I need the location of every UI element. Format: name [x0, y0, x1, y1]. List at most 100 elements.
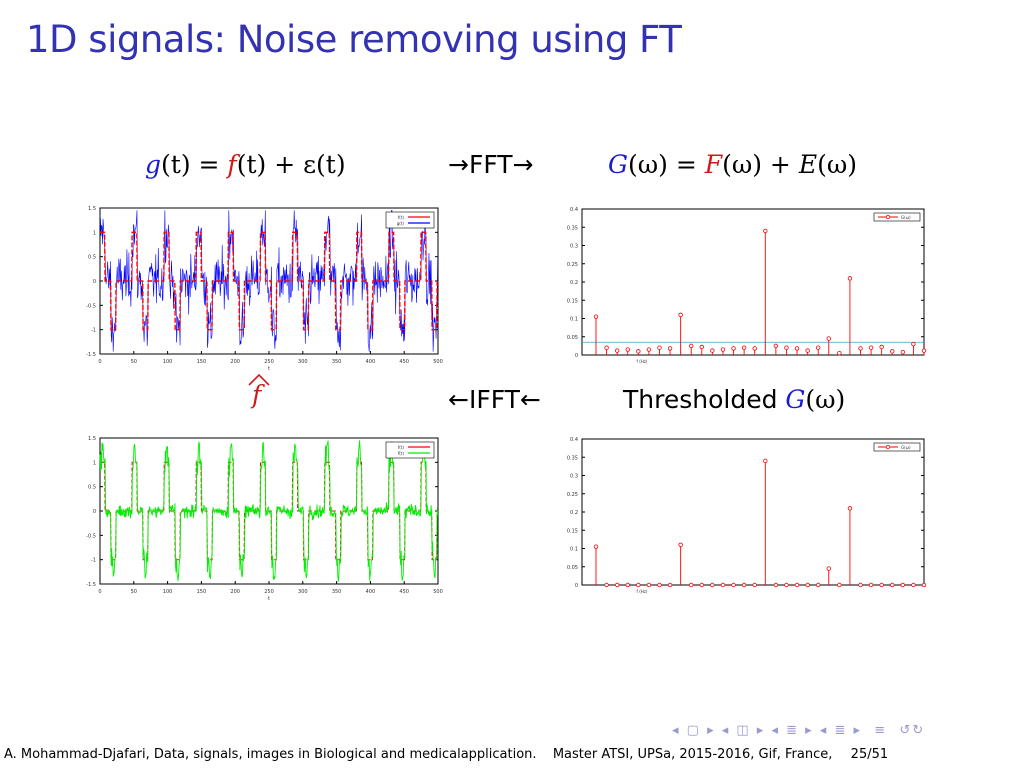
stem-marker	[625, 347, 630, 352]
eq2-part-3: (ω)	[817, 150, 857, 179]
stem-marker	[741, 582, 747, 588]
x-tick-label: 400	[366, 359, 376, 365]
equation-time-domain: g(t) = f(t) + ε(t)	[145, 150, 346, 179]
x-tick-label: 0	[98, 589, 101, 595]
stem-marker	[636, 349, 641, 354]
stem-marker	[689, 582, 694, 588]
legend-label: f(t)	[398, 445, 405, 450]
eq2-part-1: (ω) =	[627, 150, 705, 179]
stem-marker	[837, 582, 842, 588]
stem-marker	[593, 544, 599, 549]
stem-marker	[720, 582, 726, 588]
thresholded-text: Thresholded	[623, 385, 786, 414]
E-symbol: E	[798, 150, 818, 179]
stem-marker	[847, 276, 853, 281]
stem-marker	[710, 582, 715, 588]
legend-marker	[886, 215, 890, 219]
stem-marker	[858, 582, 863, 588]
y-tick-label: -0.5	[86, 533, 96, 539]
x-tick-label: 50	[131, 589, 137, 595]
y-tick-label: -0.5	[86, 303, 96, 309]
stem-marker	[667, 582, 673, 588]
stem-marker	[731, 582, 736, 588]
y-tick-label: 0.25	[567, 492, 578, 498]
stem-marker	[921, 582, 927, 588]
legend-label: G(ω)	[901, 445, 911, 450]
stem-marker	[868, 582, 874, 588]
stem-marker	[879, 582, 884, 588]
legend-label: G(ω)	[901, 215, 911, 220]
x-tick-label: 200	[230, 589, 240, 595]
legend-box	[385, 211, 435, 229]
y-tick-label: -1.5	[86, 582, 96, 588]
x-tick-label: 300	[298, 359, 308, 365]
stem-marker	[731, 346, 736, 351]
stem-marker	[826, 336, 831, 341]
footer-page-number: 25/51	[850, 747, 889, 762]
x-tick-label: 50	[131, 359, 137, 365]
stem-marker	[868, 345, 874, 350]
stem-marker	[879, 344, 884, 350]
y-tick-label: 0.05	[567, 565, 578, 571]
x-axis-label: t	[268, 596, 270, 602]
y-tick-label: 0.35	[567, 225, 578, 231]
stem-marker	[805, 582, 810, 588]
y-tick-label: 0.5	[88, 255, 96, 261]
y-tick-label: 0.05	[567, 335, 578, 341]
stem-marker	[636, 582, 641, 588]
stem-marker	[815, 582, 821, 588]
stem-marker	[689, 343, 694, 349]
stem-marker	[763, 228, 768, 234]
beamer-navigation-icons[interactable]: ◂ ▢ ▸ ◂ ◫ ▸ ◂ ≣ ▸ ◂ ≣ ▸ ≡ ↺↻	[672, 723, 926, 738]
stem-marker	[614, 348, 620, 353]
x-tick-label: 300	[298, 589, 308, 595]
x-axis-label: f (Hz)	[637, 589, 648, 594]
stem-marker	[794, 346, 800, 351]
stem-marker	[890, 582, 895, 588]
y-tick-label: -1	[91, 328, 96, 334]
stem-marker	[720, 347, 726, 352]
y-tick-label: -1.5	[86, 352, 96, 358]
stem-marker	[911, 341, 916, 347]
stem-marker	[593, 314, 599, 319]
eq2-part-2: (ω) +	[722, 150, 799, 179]
slide-title: 1D signals: Noise removing using FT	[26, 18, 682, 61]
spectrum-plot: 0.4 0.35 0.3 0.25 0.2 0.15 0.1 0.05 0 f (Hz) G(ω)	[567, 207, 927, 364]
y-tick-label: 0.1	[570, 547, 578, 553]
F-symbol: F	[704, 150, 723, 179]
denoised-series-line	[99, 440, 439, 582]
hat-accent-icon	[248, 373, 270, 386]
x-tick-label: 350	[332, 589, 342, 595]
x-tick-label: 200	[230, 359, 240, 365]
stem-marker	[646, 347, 652, 352]
reference-series-line	[100, 231, 438, 331]
x-tick-label: 100	[163, 589, 173, 595]
y-tick-label: 0.2	[570, 280, 578, 286]
stem-marker	[699, 582, 705, 588]
legend-marker	[886, 445, 890, 449]
stem-marker	[815, 345, 821, 350]
stem-marker	[837, 350, 842, 356]
stem-marker	[858, 346, 863, 351]
x-axis-label: t	[268, 366, 270, 372]
stem-marker	[604, 582, 609, 588]
stem-marker	[678, 312, 683, 318]
stem-marker	[826, 566, 831, 571]
stem-marker	[657, 345, 662, 350]
y-tick-label: 0.4	[570, 437, 578, 443]
stem-marker	[763, 458, 768, 464]
fft-arrow-label: →FFT→	[448, 150, 534, 179]
stem-marker	[805, 348, 810, 353]
stem-marker	[678, 542, 683, 548]
footer-course: Data, signals, images in Biological and …	[153, 747, 537, 762]
stem-marker	[773, 582, 779, 588]
g-symbol: g	[145, 150, 162, 179]
stem-marker	[911, 582, 916, 588]
equation-frequency-domain: G(ω) = F(ω) + E(ω)	[608, 150, 857, 179]
ifft-arrow-label: ←IFFT←	[448, 385, 541, 414]
stem-marker	[900, 582, 906, 588]
y-tick-label: 0.35	[567, 455, 578, 461]
stem-marker	[890, 349, 895, 354]
y-tick-label: 0.2	[570, 510, 578, 516]
stem-marker	[900, 349, 906, 355]
